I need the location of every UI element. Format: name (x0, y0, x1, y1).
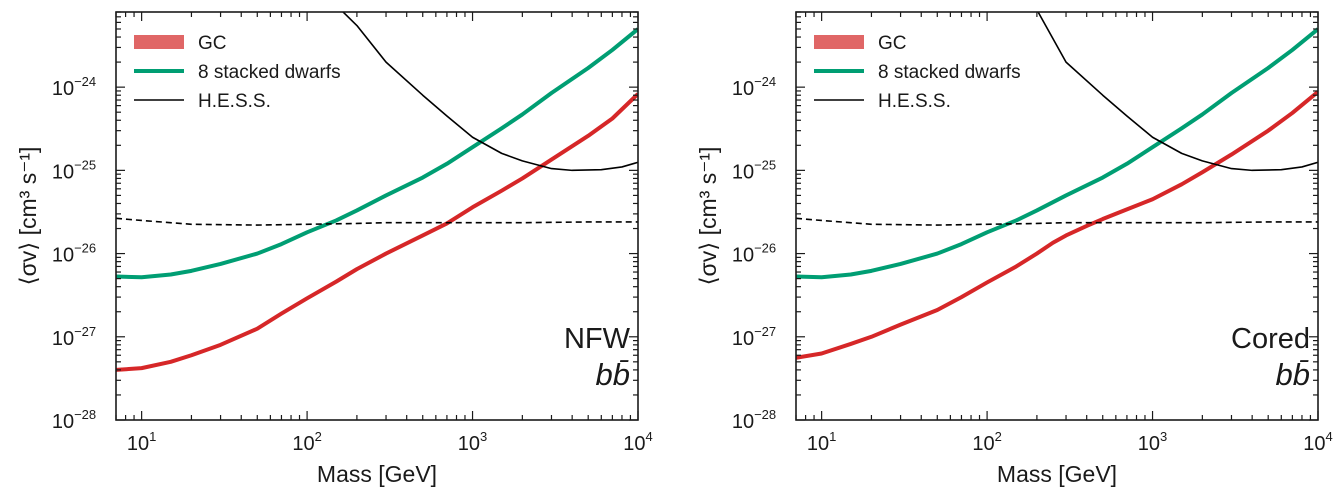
x-tick-label-base: 10 (807, 433, 829, 455)
x-tick-label-exp: 2 (315, 429, 322, 444)
x-tick-label-exp: 3 (1160, 429, 1167, 444)
x-tick-label-base: 10 (623, 433, 645, 455)
x-tick-label-base: 10 (1303, 433, 1325, 455)
x-axis-ticks (115, 12, 639, 420)
y-tick-label: 10−28 (52, 407, 96, 433)
y-tick-label-exp: −24 (74, 74, 96, 89)
y-tick-label-exp: −24 (754, 74, 776, 89)
x-tick-label-base: 10 (1138, 433, 1160, 455)
plot-area (116, 12, 638, 372)
x-tick-label-exp: 1 (149, 429, 156, 444)
x-tick-label: 101 (127, 429, 156, 455)
y-axis-label: ⟨σv⟩ [cm³ s⁻¹] (15, 147, 41, 286)
plot-frame (115, 11, 639, 421)
y-axis-ticks (796, 11, 1318, 421)
y-tick-label-exp: −26 (754, 241, 776, 256)
legend-label: H.E.S.S. (198, 91, 271, 112)
hess-limit-line (341, 12, 638, 172)
legend: GC 8 stacked dwarfs H.E.S.S. (134, 33, 341, 112)
y-tick-label-exp: −26 (74, 241, 96, 256)
x-tick-label: 102 (972, 429, 1001, 455)
y-tick-label-exp: −27 (754, 324, 776, 339)
x-tick-label-exp: 2 (995, 429, 1002, 444)
y-tick-label: 10−27 (52, 324, 96, 350)
legend: GC 8 stacked dwarfs H.E.S.S. (814, 33, 1021, 112)
legend-swatch-gc (814, 35, 864, 49)
plot-area (796, 12, 1318, 360)
gc-limit-line (116, 92, 638, 372)
hess-limit-line (1037, 12, 1318, 172)
x-tick-label-base: 10 (972, 433, 994, 455)
dwarfs-limit-line (796, 27, 1318, 280)
x-tick-label: 103 (1138, 429, 1167, 455)
dwarfs-limit-line (116, 27, 638, 280)
profile-annotation: NFW (564, 323, 631, 355)
y-tick-label: 10−26 (52, 241, 96, 267)
channel-annotation: bb̄ (1276, 357, 1310, 392)
x-tick-label-exp: 4 (646, 429, 653, 444)
y-tick-label-exp: −25 (74, 157, 96, 172)
legend-swatch-gc (134, 35, 184, 49)
y-tick-label-base: 10 (732, 245, 754, 267)
y-tick-label-base: 10 (52, 328, 74, 350)
y-tick-label-base: 10 (732, 78, 754, 100)
y-tick-label-exp: −27 (74, 324, 96, 339)
y-axis-label: ⟨σv⟩ [cm³ s⁻¹] (695, 147, 721, 286)
x-tick-label-exp: 4 (1326, 429, 1333, 444)
legend-label: H.E.S.S. (878, 91, 951, 112)
x-tick-label-exp: 3 (480, 429, 487, 444)
y-tick-label: 10−24 (52, 74, 96, 100)
y-tick-label: 10−28 (732, 407, 776, 433)
y-tick-label-base: 10 (52, 245, 74, 267)
y-tick-label-base: 10 (732, 411, 754, 433)
y-tick-label: 10−25 (52, 157, 96, 183)
legend-label: GC (878, 33, 907, 54)
legend-label: 8 stacked dwarfs (198, 62, 341, 83)
x-tick-label-base: 10 (458, 433, 480, 455)
channel-annotation: bb̄ (596, 357, 630, 392)
x-tick-label-base: 10 (127, 433, 149, 455)
y-tick-label: 10−26 (732, 241, 776, 267)
x-tick-label: 101 (807, 429, 836, 455)
y-tick-label: 10−27 (732, 324, 776, 350)
x-axis-label: Mass [GeV] (997, 461, 1117, 487)
chart-panel-2: 101 102 103 10410−2810−2710−2610−2510−24Mas… (695, 11, 1333, 487)
profile-annotation: Cored (1231, 323, 1310, 355)
x-tick-label-exp: 1 (829, 429, 836, 444)
thermal-relic-dashed-line (796, 217, 1318, 226)
thermal-relic-dashed-line (116, 217, 638, 226)
y-tick-label-base: 10 (732, 161, 754, 183)
y-tick-label: 10−24 (732, 74, 776, 100)
y-tick-label-base: 10 (52, 161, 74, 183)
x-tick-label: 103 (458, 429, 487, 455)
y-tick-label-exp: −28 (754, 407, 776, 422)
legend-label: 8 stacked dwarfs (878, 62, 1021, 83)
y-axis-ticks (116, 11, 638, 421)
y-tick-label: 10−25 (732, 157, 776, 183)
y-tick-label-base: 10 (52, 78, 74, 100)
y-tick-label-exp: −28 (74, 407, 96, 422)
gc-limit-line (796, 90, 1318, 360)
chart-panel-1: 101 102 103 10410−2810−2710−2610−2510−24Mas… (15, 11, 653, 487)
x-tick-label: 104 (623, 429, 652, 455)
plot-frame (795, 11, 1319, 421)
legend-label: GC (198, 33, 227, 54)
y-tick-label-base: 10 (732, 328, 754, 350)
x-tick-label: 104 (1303, 429, 1332, 455)
x-tick-label: 102 (292, 429, 321, 455)
y-tick-label-exp: −25 (754, 157, 776, 172)
y-tick-label-base: 10 (52, 411, 74, 433)
x-axis-label: Mass [GeV] (317, 461, 437, 487)
x-tick-label-base: 10 (292, 433, 314, 455)
x-axis-ticks (795, 12, 1319, 420)
